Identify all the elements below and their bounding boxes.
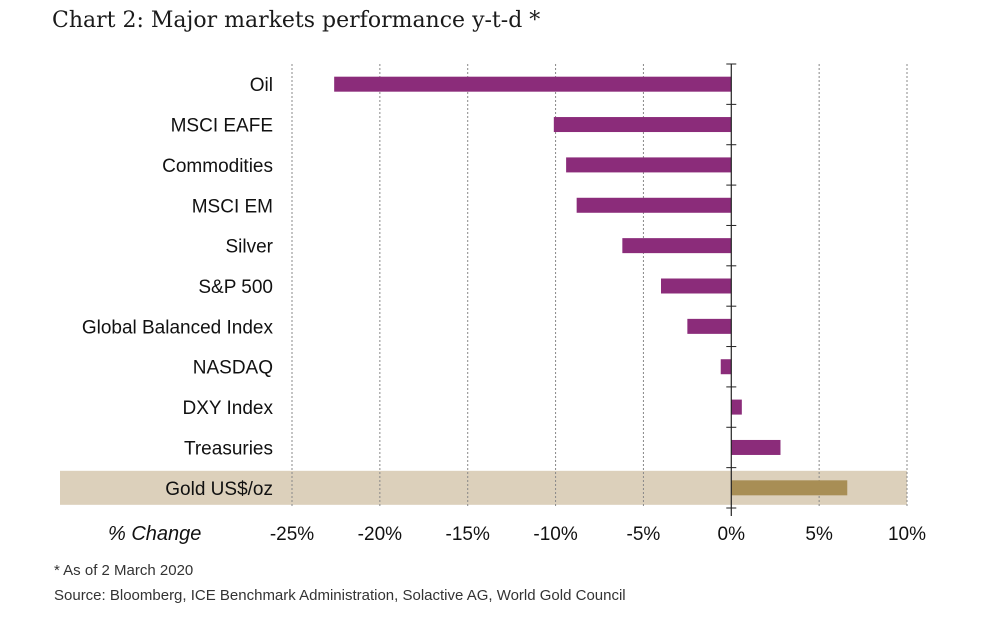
bar — [661, 278, 732, 294]
bar — [731, 399, 742, 415]
x-axis-label: % Change — [108, 523, 201, 545]
category-label: NASDAQ — [193, 358, 273, 379]
bar-chart: Oil MSCI EAFE Commodities MSCI EM Silver S&P … — [60, 63, 926, 545]
bar — [687, 318, 732, 334]
category-label: S&P 500 — [198, 277, 273, 298]
x-tick-label: 5% — [805, 524, 833, 545]
source-note: Source: Bloomberg, ICE Benchmark Adminis… — [54, 587, 626, 604]
chart-title: Chart 2: Major markets performance y-t-d… — [52, 8, 541, 33]
x-tick-label: 0% — [718, 524, 746, 545]
category-label: Oil — [250, 75, 273, 96]
bar — [553, 117, 732, 133]
bar — [731, 480, 848, 496]
category-label: MSCI EM — [192, 196, 273, 217]
category-label: Commodities — [162, 156, 273, 177]
bar — [731, 439, 781, 455]
x-tick-label: 10% — [888, 524, 926, 545]
bar — [566, 157, 732, 173]
category-label: Gold US$/oz — [165, 479, 273, 500]
x-tick-label: -15% — [446, 524, 490, 545]
x-tick-label: -20% — [358, 524, 402, 545]
x-tick-label: -5% — [627, 524, 661, 545]
category-label: DXY Index — [183, 398, 274, 419]
category-label: Silver — [225, 237, 273, 258]
x-tick-label: -25% — [270, 524, 314, 545]
bar — [334, 76, 732, 92]
bar — [622, 238, 732, 254]
category-label: MSCI EAFE — [171, 116, 273, 137]
category-label: Global Balanced Index — [82, 317, 274, 338]
x-tick-label: -10% — [533, 524, 577, 545]
bar — [576, 197, 732, 213]
bar — [720, 359, 732, 375]
category-label: Treasuries — [184, 438, 273, 459]
footnote: * As of 2 March 2020 — [54, 562, 194, 579]
